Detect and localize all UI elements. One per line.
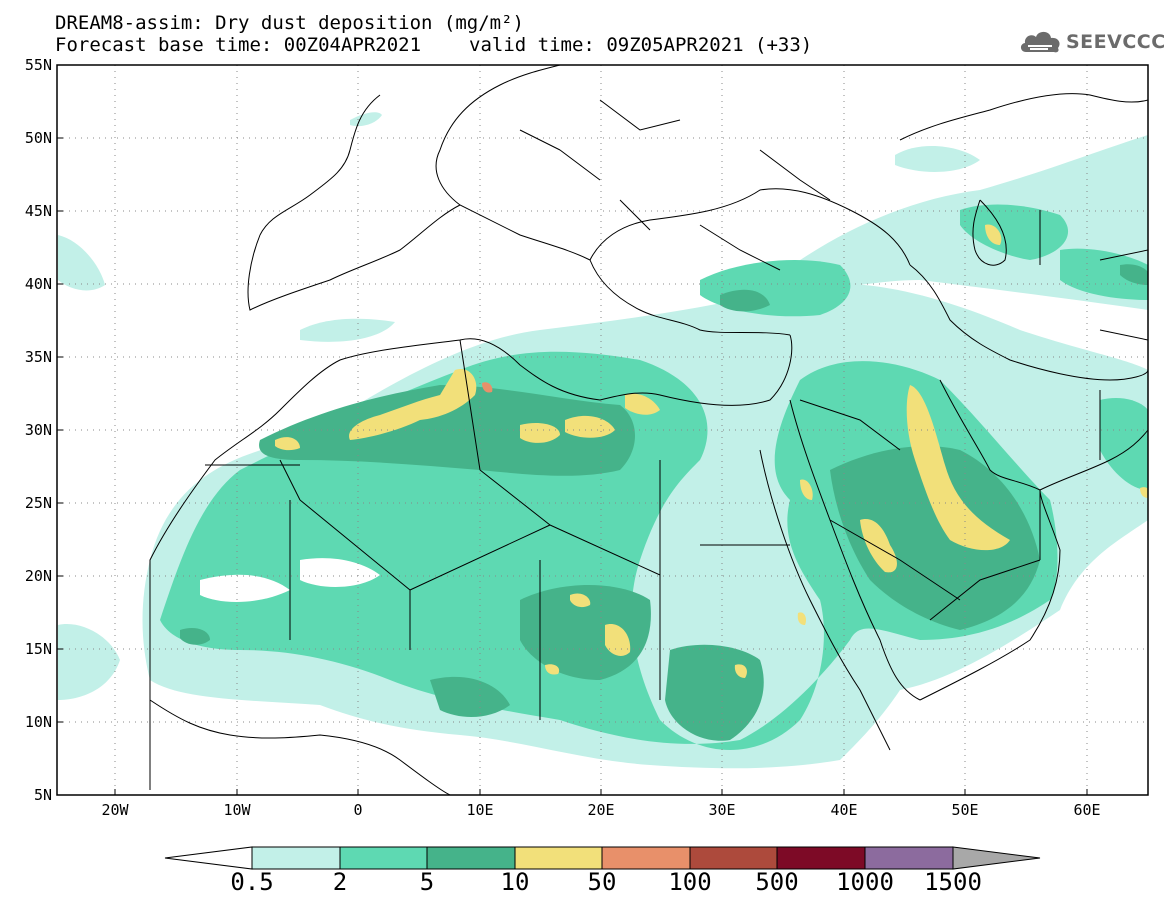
lat-label: 10N — [24, 713, 52, 731]
lat-label: 30N — [24, 421, 52, 439]
colorbar — [164, 846, 1041, 870]
lon-label: 40E — [830, 801, 858, 819]
lat-label: 55N — [24, 56, 52, 74]
colorbar-bin-1 — [251, 846, 341, 870]
colorbar-label: 0.5 — [230, 868, 274, 896]
lat-label: 25N — [24, 494, 52, 512]
colorbar-right-arrow — [952, 846, 1041, 870]
lon-label: 20E — [587, 801, 615, 819]
lon-label: 20W — [101, 801, 129, 819]
lat-label: 20N — [24, 567, 52, 585]
base-time: Forecast base time: 00Z04APR2021 — [55, 34, 422, 56]
colorbar-bin-2 — [339, 846, 428, 870]
colorbar-left-arrow — [164, 846, 253, 870]
lat-label: 15N — [24, 640, 52, 658]
colorbar-bin-6 — [689, 846, 778, 870]
coastlines-borders — [149, 65, 1148, 795]
colorbar-label: 1500 — [924, 868, 982, 896]
axis-ticks — [57, 137, 1088, 795]
colorbar-bin-4 — [514, 846, 603, 870]
contour-fields — [57, 65, 1148, 795]
lat-label: 35N — [24, 348, 52, 366]
colorbar-label: 2 — [332, 868, 348, 896]
colorbar-label: 100 — [668, 868, 712, 896]
cloud-logo-icon — [1020, 31, 1060, 53]
seevccc-logo: SEEVCCC — [1018, 26, 1165, 58]
map-title: DREAM8-assim: Dry dust deposition (mg/m²… — [55, 12, 524, 34]
lon-label: 30E — [708, 801, 736, 819]
lat-label: 45N — [24, 202, 52, 220]
map-subtitle: Forecast base time: 00Z04APR2021 valid ti… — [55, 35, 812, 55]
lat-label: 40N — [24, 275, 52, 293]
colorbar-label: 500 — [755, 868, 799, 896]
lon-label: 10E — [466, 801, 494, 819]
colorbar-label: 10 — [500, 868, 530, 896]
lat-label: 50N — [24, 129, 52, 147]
lon-label: 0 — [353, 801, 363, 819]
colorbar-bin-3 — [426, 846, 516, 870]
colorbar-label: 50 — [587, 868, 617, 896]
colorbar-bin-5 — [601, 846, 691, 870]
logo-text: SEEVCCC — [1066, 31, 1165, 53]
colorbar-label: 5 — [419, 868, 435, 896]
lon-label: 60E — [1073, 801, 1101, 819]
contour-10 — [275, 224, 1148, 678]
colorbar-bin-7 — [776, 846, 866, 870]
colorbar-label: 1000 — [836, 868, 894, 896]
lon-label: 10W — [223, 801, 251, 819]
valid-time: valid time: 09Z05APR2021 (+33) — [469, 34, 813, 56]
lat-label: 5N — [33, 786, 52, 804]
contour-50 — [482, 382, 493, 393]
colorbar-bin-8 — [864, 846, 954, 870]
lon-label: 50E — [951, 801, 979, 819]
